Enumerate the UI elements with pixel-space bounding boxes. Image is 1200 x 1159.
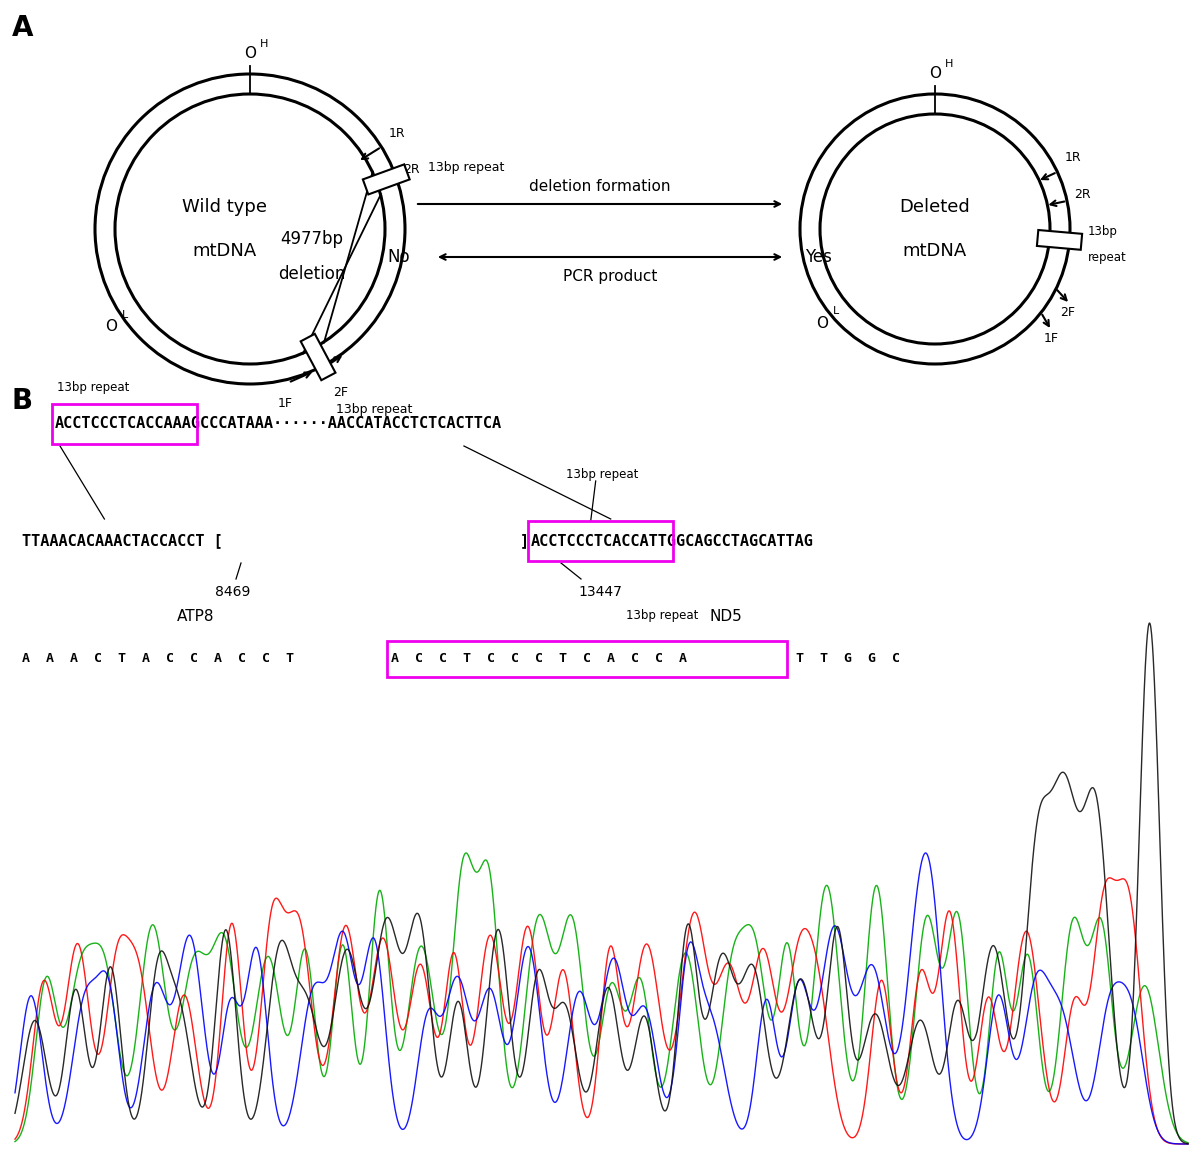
Text: T  T  G  G  C: T T G G C xyxy=(797,653,900,665)
Text: 2R: 2R xyxy=(1074,188,1091,201)
Text: deletion: deletion xyxy=(278,265,346,283)
Text: L: L xyxy=(833,306,840,316)
Text: H: H xyxy=(260,39,268,49)
Text: 1F: 1F xyxy=(277,396,293,410)
Text: Wild type: Wild type xyxy=(182,198,268,216)
Text: TTAAACACAAACTACCACCT [: TTAAACACAAACTACCACCT [ xyxy=(22,533,223,548)
Text: L: L xyxy=(121,309,128,320)
Text: Yes: Yes xyxy=(805,248,832,267)
Text: 13bp repeat: 13bp repeat xyxy=(428,161,505,174)
Text: 2R: 2R xyxy=(403,163,419,176)
Text: 8469: 8469 xyxy=(215,585,251,599)
Text: ACCTCCCTCACCAAAGCCCATAAA······AACCATACCTCTCACTTCA: ACCTCCCTCACCAAAGCCCATAAA······AACCATACCT… xyxy=(55,416,502,431)
Text: A  A  A  C  T  A  C  C  A  C  C  T: A A A C T A C C A C C T xyxy=(22,653,294,665)
Text: 2F: 2F xyxy=(1060,306,1075,319)
Text: 13bp repeat: 13bp repeat xyxy=(336,402,413,416)
Text: ]: ] xyxy=(520,533,529,548)
Text: Deleted: Deleted xyxy=(900,198,971,216)
Bar xyxy=(1037,229,1082,250)
Text: O: O xyxy=(816,316,828,331)
Text: No: No xyxy=(388,248,410,267)
Text: B: B xyxy=(12,387,34,415)
Text: PCR product: PCR product xyxy=(563,269,658,284)
Text: mtDNA: mtDNA xyxy=(193,242,257,260)
Text: ACCTCCCTCACCATTGGCAGCCTAGCATTAG: ACCTCCCTCACCATTGGCAGCCTAGCATTAG xyxy=(530,533,814,548)
Text: 4977bp: 4977bp xyxy=(281,229,343,248)
Text: 13447: 13447 xyxy=(578,585,622,599)
Text: O: O xyxy=(104,319,116,334)
Text: A  C  C  T  C  C  C  T  C  A  C  C  A: A C C T C C C T C A C C A xyxy=(391,653,688,665)
Text: 13bp: 13bp xyxy=(1087,225,1117,239)
Text: O: O xyxy=(244,46,256,61)
Text: 2F: 2F xyxy=(334,386,348,399)
Text: deletion formation: deletion formation xyxy=(529,178,671,194)
Text: H: H xyxy=(944,59,953,70)
Text: 13bp repeat: 13bp repeat xyxy=(626,608,698,622)
Text: 1R: 1R xyxy=(389,126,406,140)
Bar xyxy=(301,334,336,380)
Bar xyxy=(362,165,409,195)
Text: ND5: ND5 xyxy=(709,608,743,624)
Text: A: A xyxy=(12,14,34,42)
Text: mtDNA: mtDNA xyxy=(902,242,967,260)
Text: 13bp repeat: 13bp repeat xyxy=(565,468,638,481)
Text: 1R: 1R xyxy=(1064,151,1081,163)
Text: 13bp repeat: 13bp repeat xyxy=(58,381,130,394)
Text: ATP8: ATP8 xyxy=(178,608,215,624)
Text: O: O xyxy=(929,66,941,81)
Text: 1F: 1F xyxy=(1043,333,1058,345)
Text: repeat: repeat xyxy=(1087,252,1127,264)
